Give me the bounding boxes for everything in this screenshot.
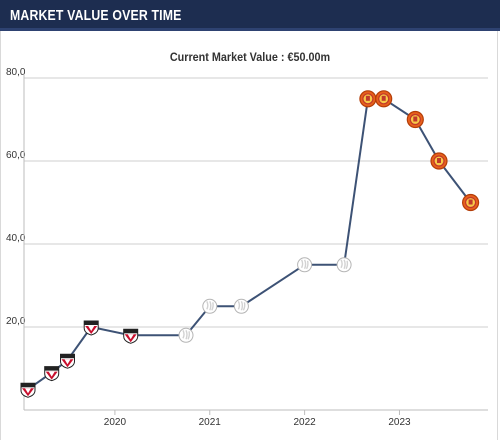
y-tick-label: 80,0	[6, 67, 26, 78]
data-point-sao-paulo	[60, 353, 75, 369]
header-bar: MARKET VALUE OVER TIME	[0, 0, 500, 31]
data-point-sao-paulo	[123, 328, 139, 344]
x-tick-label: 2023	[388, 417, 411, 428]
header-title: MARKET VALUE OVER TIME	[10, 7, 182, 24]
data-point-ajax	[233, 298, 249, 314]
x-tick-label: 2022	[293, 417, 316, 428]
data-point-ajax	[202, 298, 218, 314]
y-tick-label: 60,0	[6, 150, 26, 161]
data-point-man-utd	[406, 110, 424, 129]
x-tick-label: 2020	[104, 417, 127, 428]
y-tick-label: 20,0	[6, 316, 26, 327]
data-point-man-utd	[430, 152, 448, 170]
data-point-ajax	[178, 327, 194, 343]
data-point-man-utd	[375, 90, 393, 108]
data-point-sao-paulo	[20, 382, 36, 398]
data-point-sao-paulo	[44, 366, 60, 382]
x-tick-label: 2021	[199, 417, 222, 428]
y-tick-label: 40,0	[6, 233, 26, 244]
data-point-ajax	[336, 257, 352, 273]
current-market-value: Current Market Value : €50.00m	[169, 50, 331, 64]
chart-panel	[0, 31, 498, 440]
data-point-ajax	[297, 257, 313, 273]
data-point-man-utd	[462, 193, 480, 212]
data-point-man-utd	[359, 90, 377, 108]
data-point-sao-paulo	[83, 320, 99, 336]
